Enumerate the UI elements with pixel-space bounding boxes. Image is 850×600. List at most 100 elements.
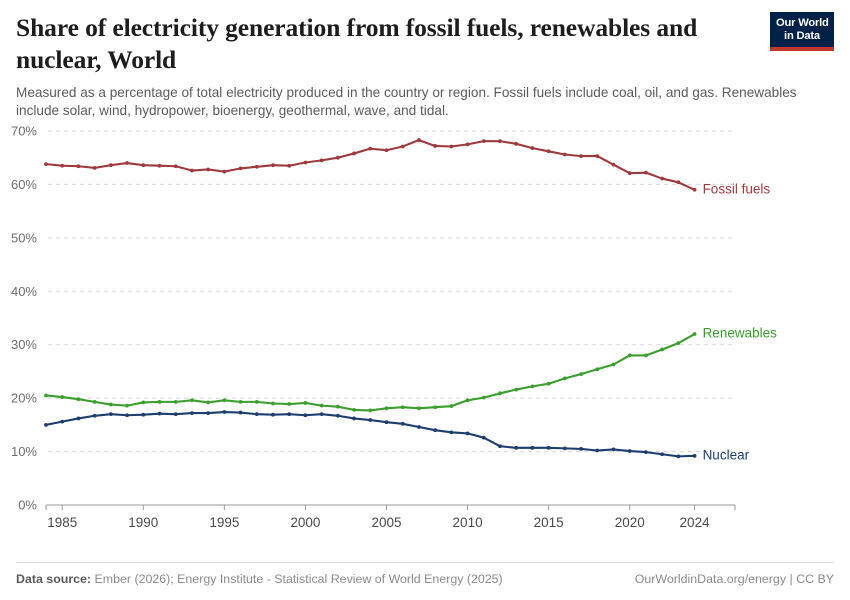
data-point[interactable] <box>190 411 194 415</box>
data-point[interactable] <box>368 146 373 151</box>
data-point[interactable] <box>141 400 146 405</box>
data-point[interactable] <box>676 341 681 346</box>
data-point[interactable] <box>546 149 551 154</box>
data-point[interactable] <box>206 167 211 172</box>
data-point[interactable] <box>157 411 162 416</box>
data-point[interactable] <box>238 399 243 404</box>
data-point[interactable] <box>530 445 535 450</box>
data-point[interactable] <box>303 401 308 405</box>
data-point[interactable] <box>141 412 146 417</box>
data-point[interactable] <box>595 154 600 159</box>
data-point[interactable] <box>60 419 65 424</box>
data-point[interactable] <box>157 163 162 168</box>
data-point[interactable] <box>611 362 616 367</box>
data-point[interactable] <box>400 405 405 410</box>
data-point[interactable] <box>546 445 551 450</box>
data-point[interactable] <box>125 413 129 418</box>
data-point[interactable] <box>60 395 65 399</box>
data-point[interactable] <box>514 141 519 146</box>
data-point[interactable] <box>465 398 470 403</box>
data-point[interactable] <box>465 431 470 436</box>
data-point[interactable] <box>222 398 227 403</box>
data-point[interactable] <box>335 413 340 418</box>
data-point[interactable] <box>368 408 373 413</box>
data-point[interactable] <box>579 447 583 451</box>
data-point[interactable] <box>627 449 632 453</box>
data-point[interactable] <box>433 144 438 148</box>
data-point[interactable] <box>611 162 616 167</box>
data-point[interactable] <box>627 171 632 176</box>
data-point[interactable] <box>400 144 405 149</box>
data-point[interactable] <box>287 412 292 417</box>
data-point[interactable] <box>417 425 421 429</box>
data-point[interactable] <box>676 454 681 459</box>
data-point[interactable] <box>498 444 502 449</box>
data-point[interactable] <box>125 403 129 408</box>
data-point[interactable] <box>384 148 389 153</box>
data-point[interactable] <box>206 411 211 415</box>
data-point[interactable] <box>92 165 97 170</box>
data-point[interactable] <box>271 412 275 417</box>
data-point[interactable] <box>481 139 486 144</box>
data-point[interactable] <box>254 412 259 417</box>
data-point[interactable] <box>303 160 308 165</box>
data-point[interactable] <box>562 446 567 451</box>
data-point[interactable] <box>660 176 665 181</box>
data-point[interactable] <box>222 410 227 414</box>
data-point[interactable] <box>660 452 665 457</box>
data-point[interactable] <box>433 428 438 433</box>
data-point[interactable] <box>400 421 405 426</box>
data-point[interactable] <box>173 412 178 417</box>
data-point[interactable] <box>627 353 632 358</box>
data-point[interactable] <box>190 398 194 403</box>
data-point[interactable] <box>579 372 583 376</box>
data-point[interactable] <box>449 144 454 149</box>
data-point[interactable] <box>141 163 146 168</box>
data-point[interactable] <box>352 151 356 156</box>
data-point[interactable] <box>206 400 211 405</box>
data-point[interactable] <box>44 422 48 427</box>
data-point[interactable] <box>238 166 243 171</box>
data-point[interactable] <box>498 391 502 396</box>
data-point[interactable] <box>254 164 259 169</box>
data-point[interactable] <box>319 412 324 417</box>
data-point[interactable] <box>287 163 292 168</box>
data-point[interactable] <box>417 138 421 142</box>
data-point[interactable] <box>514 387 519 392</box>
data-point[interactable] <box>76 164 81 169</box>
data-point[interactable] <box>222 169 227 174</box>
owid-logo[interactable]: Our World in Data <box>770 12 834 51</box>
data-point[interactable] <box>335 155 340 160</box>
data-point[interactable] <box>514 445 519 450</box>
data-point[interactable] <box>644 170 648 175</box>
data-point[interactable] <box>481 435 486 440</box>
data-point[interactable] <box>287 402 292 406</box>
data-point[interactable] <box>76 397 81 402</box>
data-point[interactable] <box>319 158 324 163</box>
data-point[interactable] <box>108 163 113 168</box>
data-point[interactable] <box>60 163 65 168</box>
data-point[interactable] <box>384 406 389 411</box>
data-point[interactable] <box>92 399 97 404</box>
data-point[interactable] <box>44 393 48 398</box>
attribution-link[interactable]: OurWorldinData.org/energy | CC BY <box>634 572 834 586</box>
data-point[interactable] <box>173 164 178 169</box>
data-point[interactable] <box>254 399 259 404</box>
data-point[interactable] <box>676 180 681 185</box>
data-point[interactable] <box>481 395 486 400</box>
data-point[interactable] <box>595 448 600 453</box>
data-point[interactable] <box>335 404 340 409</box>
data-point[interactable] <box>644 450 648 455</box>
data-point[interactable] <box>546 381 551 386</box>
data-point[interactable] <box>271 163 275 168</box>
data-point[interactable] <box>384 420 389 425</box>
data-point[interactable] <box>368 418 373 422</box>
data-point[interactable] <box>352 408 356 412</box>
data-point[interactable] <box>108 412 113 417</box>
data-point[interactable] <box>660 347 665 352</box>
data-point[interactable] <box>319 403 324 408</box>
line-chart[interactable]: 0% 10% 20% 30% 40% 50% 60% 70% 1985 1990 1995 2000 2… <box>0 115 850 555</box>
data-point[interactable] <box>692 332 697 336</box>
series-line-renewables[interactable] <box>44 332 696 412</box>
data-point[interactable] <box>692 187 697 192</box>
